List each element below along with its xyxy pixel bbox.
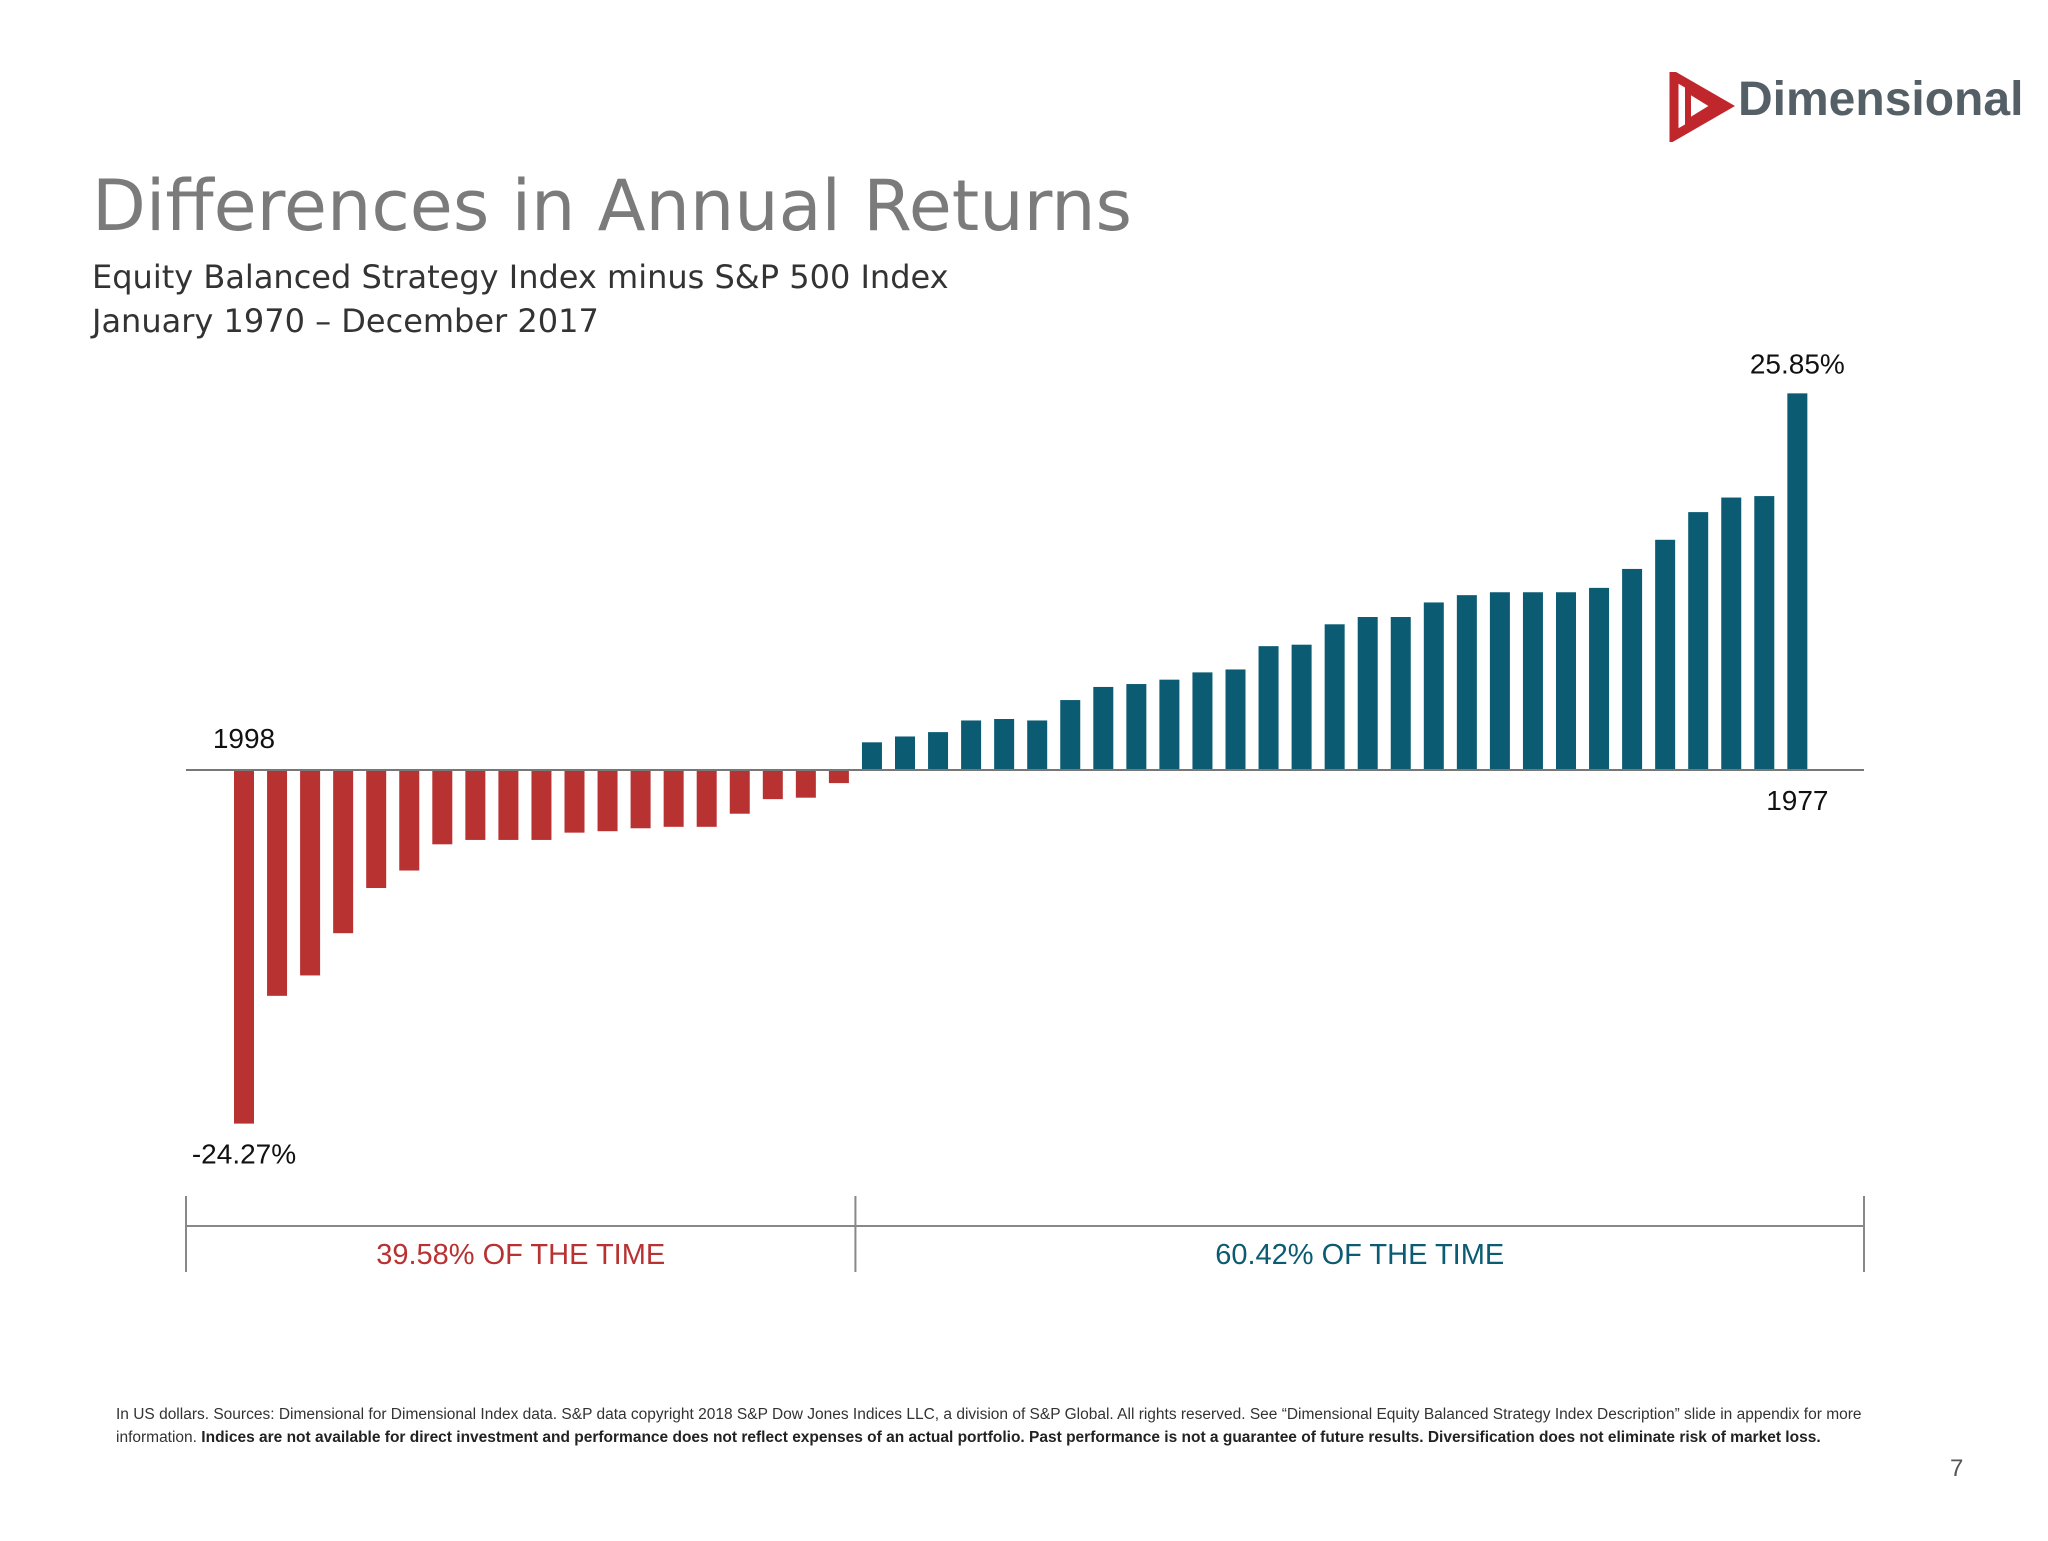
max-value-label: 25.85% — [1750, 348, 1845, 379]
page-title: Differences in Annual Returns — [92, 165, 1132, 247]
bar — [1324, 624, 1345, 770]
bar — [597, 770, 618, 832]
bar — [531, 770, 552, 840]
bar — [1060, 700, 1081, 770]
bar — [994, 719, 1015, 770]
bar — [1556, 592, 1576, 770]
bar — [1522, 592, 1543, 770]
bar — [895, 736, 915, 770]
date-range: January 1970 – December 2017 — [92, 302, 599, 340]
bar — [861, 742, 882, 770]
bar — [1126, 684, 1147, 770]
bar — [1423, 602, 1444, 770]
bar — [1721, 497, 1742, 770]
min-year-label: 1998 — [213, 723, 275, 754]
brand-name: Dimensional — [1738, 73, 2024, 126]
bar — [267, 770, 288, 996]
page-subtitle: Equity Balanced Strategy Index minus S&P… — [92, 258, 949, 296]
bar — [1456, 595, 1477, 770]
bar — [1688, 512, 1709, 770]
bar — [663, 770, 684, 827]
min-value-label: -24.27% — [192, 1139, 296, 1170]
footnote: In US dollars. Sources: Dimensional for … — [116, 1403, 1896, 1449]
bar — [465, 770, 486, 840]
bar — [795, 770, 816, 798]
bracket-label-positive: 60.42% OF THE TIME — [1215, 1239, 1504, 1271]
page-number: 7 — [1950, 1455, 1964, 1482]
bar — [1589, 587, 1610, 770]
bar — [498, 770, 519, 840]
bar — [300, 770, 321, 976]
bar — [1159, 679, 1180, 770]
bar — [1754, 496, 1775, 770]
bar — [1192, 672, 1213, 770]
bar — [432, 770, 453, 845]
bar — [762, 770, 783, 800]
bar — [729, 770, 750, 814]
footnote-disclaimer: Indices are not available for direct inv… — [201, 1429, 1821, 1446]
bar — [961, 720, 982, 770]
bar — [928, 732, 949, 770]
bar — [366, 770, 387, 889]
bar — [333, 770, 354, 934]
footnote-text: In US dollars. Sources: Dimensional for … — [116, 1406, 1862, 1446]
bar — [1655, 539, 1676, 770]
bar — [234, 770, 254, 1124]
dimensional-logo-icon — [1669, 72, 1736, 142]
bar — [1357, 617, 1378, 770]
bar — [1390, 617, 1411, 770]
bar — [1093, 686, 1114, 770]
bar — [1787, 393, 1808, 770]
bar — [399, 770, 420, 871]
bar — [696, 770, 717, 827]
bar — [1622, 568, 1643, 770]
bar — [1258, 646, 1279, 770]
bar — [1291, 644, 1312, 770]
bar — [1489, 592, 1510, 770]
bar — [630, 770, 651, 829]
max-year-label: 1977 — [1766, 785, 1828, 816]
bar — [828, 770, 849, 784]
bar — [1027, 720, 1048, 770]
bar — [564, 770, 585, 833]
bar — [1225, 669, 1246, 770]
bracket-label-negative: 39.58% OF THE TIME — [376, 1239, 665, 1271]
